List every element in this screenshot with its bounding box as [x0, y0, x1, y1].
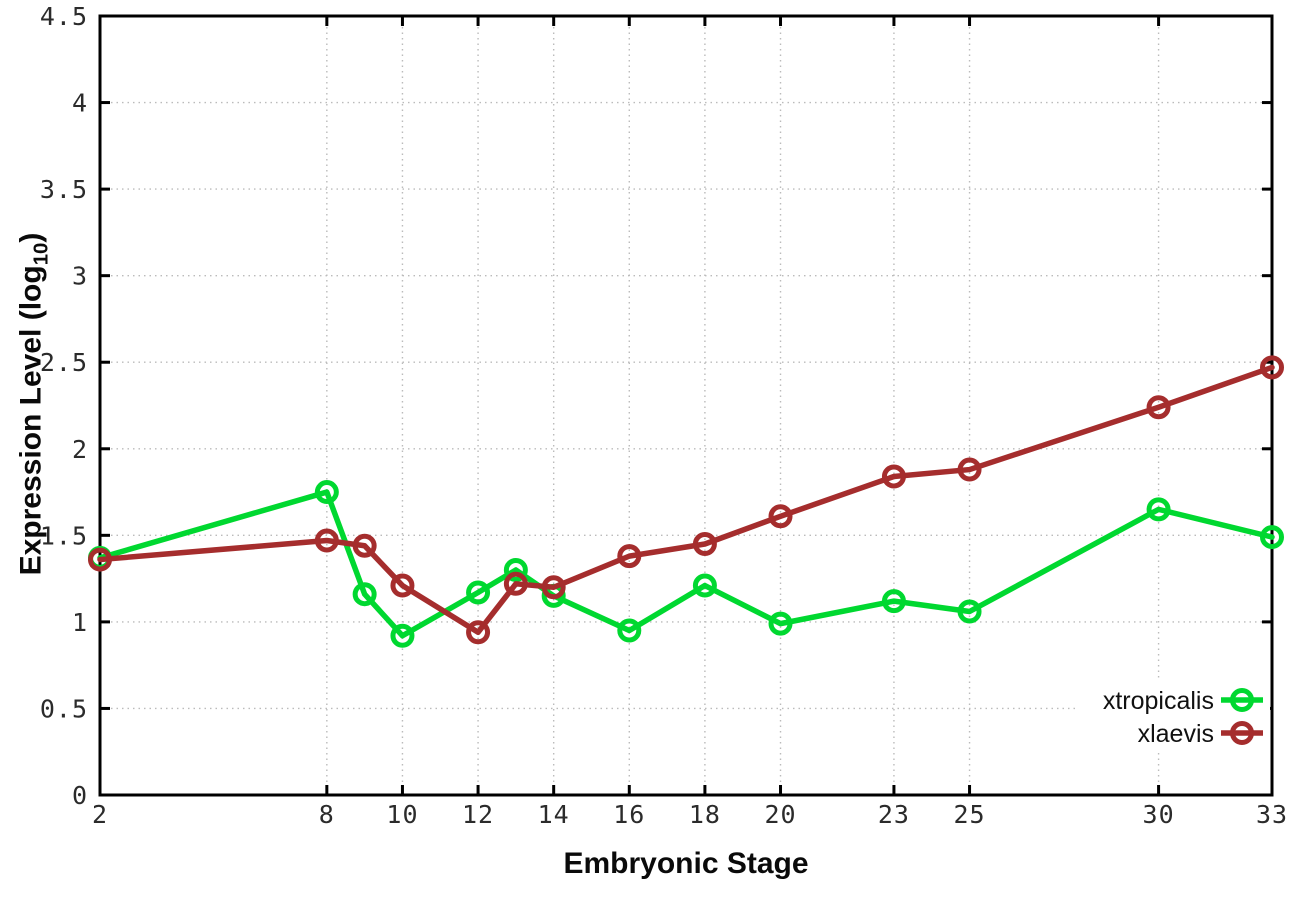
x-tick-label: 16	[613, 800, 645, 829]
y-tick-label: 2.5	[40, 348, 88, 377]
xlaevis-series	[88, 355, 1284, 645]
xtropicalis-marker	[390, 623, 415, 648]
xlaevis-marker	[314, 528, 339, 553]
y-axis-title-suffix: )	[14, 232, 48, 243]
xtropicalis-line	[97, 489, 1275, 639]
xtropicalis-marker	[768, 611, 793, 636]
xtropicalis-marker	[617, 618, 642, 643]
xtropicalis-marker	[881, 589, 906, 614]
y-tick-labels: 0 0.5 1 1.5 2 2.5 3 3.5 4 4.5	[40, 2, 88, 810]
xlaevis-marker	[617, 544, 642, 569]
x-tick-label: 33	[1256, 800, 1288, 829]
x-tick-label: 14	[538, 800, 570, 829]
plot-border	[98, 14, 1274, 797]
x-tick-label: 30	[1143, 800, 1175, 829]
xlaevis-marker	[881, 464, 906, 489]
y-tick-label: 4	[72, 89, 88, 118]
xtropicalis-series	[88, 480, 1284, 648]
xlaevis-marker	[503, 571, 528, 596]
y-tick-label: 0	[72, 781, 88, 810]
xlaevis-marker	[352, 533, 377, 558]
x-tick-label: 18	[689, 800, 721, 829]
xtropicalis-marker	[957, 599, 982, 624]
xlaevis-marker	[1146, 395, 1171, 420]
x-axis-title: Embryonic Stage	[563, 847, 809, 880]
legend-item-xtropicalis: xtropicalis	[1103, 687, 1263, 715]
xlaevis-marker	[957, 457, 982, 482]
y-axis-title: Expression Level (log10)	[15, 233, 54, 576]
x-tick-label: 8	[319, 800, 335, 829]
legend-sample-marker	[1230, 721, 1254, 745]
legend-label: xlaevis	[1138, 720, 1214, 748]
y-tick-label: 3	[72, 262, 88, 291]
y-tick-label: 1.5	[40, 521, 88, 550]
y-tick-label: 1	[72, 608, 88, 637]
y-tick-label: 3.5	[40, 175, 88, 204]
legend-sample-marker	[1230, 688, 1254, 712]
xtropicalis-marker	[1260, 525, 1284, 550]
xlaevis-marker	[1260, 355, 1284, 380]
x-tick-label: 25	[953, 800, 985, 829]
xtropicalis-marker	[314, 480, 339, 505]
legend: xtropicalis xlaevis	[1076, 681, 1270, 752]
x-tick-label: 10	[386, 800, 418, 829]
x-tick-label: 23	[878, 800, 910, 829]
x-tick-label: 12	[462, 800, 494, 829]
xlaevis-marker	[390, 573, 415, 598]
xlaevis-marker	[541, 575, 566, 600]
legend-label: xtropicalis	[1103, 687, 1214, 715]
xtropicalis-marker	[466, 580, 491, 605]
y-tick-label: 0.5	[40, 694, 88, 723]
xlaevis-marker	[768, 504, 793, 529]
y-tick-label: 4.5	[40, 2, 88, 31]
xlaevis-line	[97, 364, 1275, 636]
legend-item-xlaevis: xlaevis	[1138, 720, 1263, 748]
y-tick-label: 2	[72, 435, 88, 464]
y-axis-title-text: Expression Level (log	[14, 265, 48, 576]
xlaevis-marker	[88, 547, 112, 572]
xtropicalis-marker	[692, 573, 717, 598]
x-tick-label: 20	[764, 800, 796, 829]
axis-ticks	[98, 14, 1274, 797]
xlaevis-marker	[692, 531, 717, 556]
xtropicalis-marker	[352, 582, 377, 607]
xtropicalis-marker	[1146, 497, 1171, 522]
y-axis-title-subscript: 10	[30, 242, 53, 266]
x-tick-label: 2	[92, 800, 108, 829]
xlaevis-marker	[466, 620, 491, 645]
grid-lines	[100, 16, 1272, 795]
x-tick-labels: 2 8 10 12 14 16 18 20 23 25 30 33	[92, 800, 1288, 829]
xtropicalis-marker	[503, 557, 528, 582]
